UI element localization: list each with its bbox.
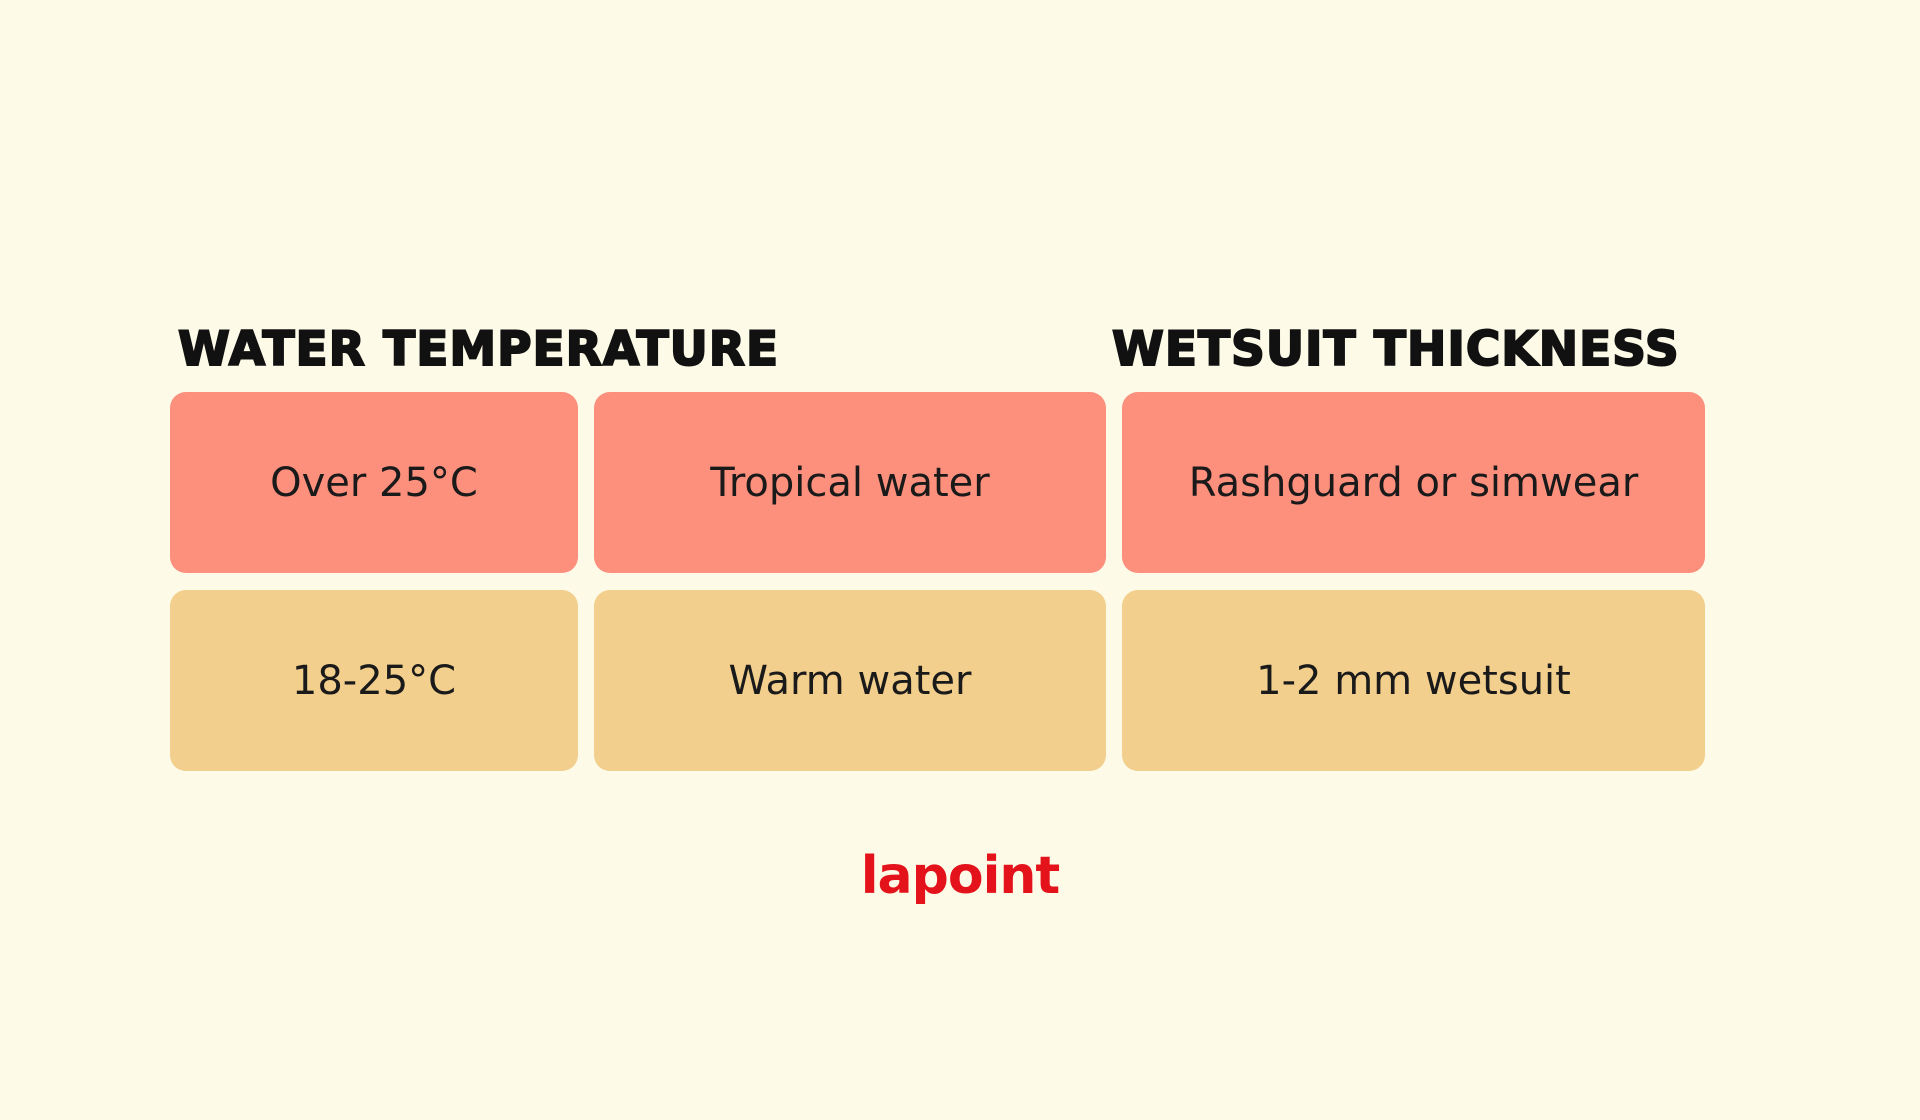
table-cell: 1-2 mm wetsuit xyxy=(1122,590,1705,771)
logo: lapoint xyxy=(860,846,1061,906)
column-header: WETSUIT THICKNESS xyxy=(1111,321,1680,378)
table-cell: Rashguard or simwear xyxy=(1122,392,1705,573)
table-cell: Over 25°C xyxy=(170,392,578,573)
table-cell: Tropical water xyxy=(594,392,1106,573)
column-header: WATER TEMPERATURE xyxy=(177,321,780,378)
table-cell: Warm water xyxy=(594,590,1106,771)
table-cell: 18-25°C xyxy=(170,590,578,771)
